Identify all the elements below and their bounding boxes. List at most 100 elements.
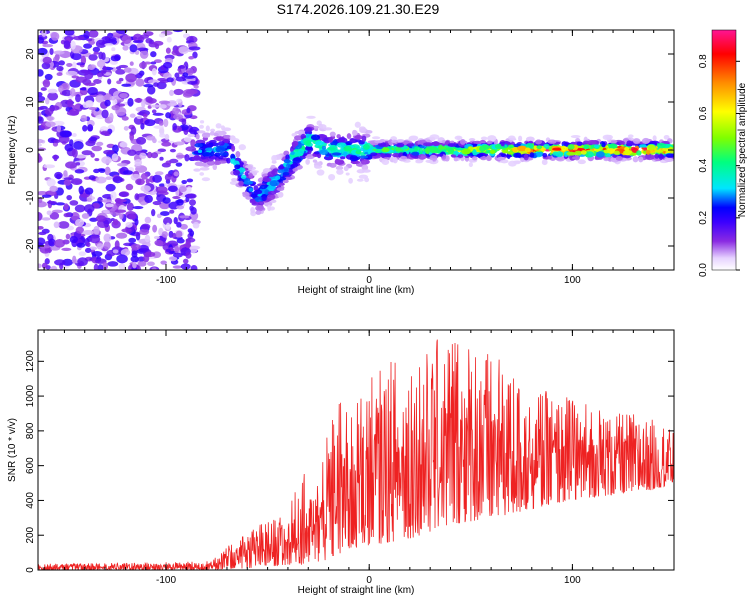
- noise-blob: [53, 139, 61, 144]
- signal-blob: [358, 155, 369, 159]
- noise-blob: [46, 200, 57, 205]
- noise-blob: [72, 35, 85, 41]
- y-tick-label: 1000: [25, 385, 36, 408]
- signal-blob: [267, 204, 272, 212]
- noise-blob: [112, 249, 119, 254]
- noise-blob: [174, 72, 180, 79]
- noise-blob: [119, 92, 128, 99]
- noise-blob: [109, 112, 114, 122]
- noise-blob: [166, 36, 172, 43]
- noise-blob: [114, 198, 122, 204]
- signal-blob: [431, 141, 440, 146]
- noise-blob: [183, 136, 192, 143]
- noise-blob: [56, 65, 64, 72]
- signal-blob: [515, 152, 522, 158]
- signal-blob: [425, 159, 434, 163]
- noise-blob: [41, 262, 48, 269]
- signal-blob: [425, 148, 430, 155]
- noise-blob: [94, 157, 100, 162]
- signal-blob: [316, 169, 325, 176]
- noise-blob: [74, 169, 85, 174]
- signal-blob: [645, 149, 651, 155]
- noise-blob: [73, 140, 84, 150]
- noise-blob: [188, 245, 198, 254]
- noise-blob: [147, 261, 155, 267]
- noise-blob: [96, 141, 104, 147]
- noise-blob: [96, 60, 106, 68]
- noise-blob: [79, 87, 89, 91]
- noise-blob: [81, 150, 93, 156]
- signal-blob: [195, 133, 200, 140]
- noise-blob: [59, 130, 72, 138]
- noise-blob: [156, 81, 167, 90]
- signal-blob: [644, 154, 655, 161]
- signal-blob: [298, 148, 305, 155]
- y-tick-label: 20: [25, 48, 36, 60]
- noise-blob: [67, 98, 74, 108]
- noise-blob: [144, 234, 151, 243]
- signal-blob: [262, 177, 272, 183]
- noise-blob: [65, 161, 77, 169]
- y-tick-label: 10: [25, 96, 36, 108]
- y-tick-label: 0: [25, 147, 36, 153]
- signal-blob: [194, 143, 203, 148]
- noise-blob: [80, 114, 88, 122]
- noise-blob: [136, 136, 147, 145]
- noise-blob: [38, 143, 42, 147]
- noise-blob: [185, 240, 191, 249]
- signal-blob: [632, 156, 639, 163]
- signal-blob: [356, 178, 364, 182]
- noise-blob: [46, 116, 55, 121]
- noise-blob: [108, 37, 117, 42]
- signal-blob: [269, 180, 280, 187]
- noise-blob: [121, 35, 132, 45]
- signal-blob: [638, 156, 644, 163]
- noise-blob: [160, 260, 167, 265]
- signal-blob: [328, 136, 334, 143]
- noise-blob: [123, 125, 129, 131]
- noise-blob: [130, 255, 140, 263]
- noise-blob: [38, 237, 46, 246]
- signal-blob: [541, 159, 548, 166]
- signal-blob: [577, 159, 586, 165]
- noise-blob: [169, 89, 175, 97]
- signal-blob: [334, 158, 340, 165]
- noise-blob: [105, 183, 116, 192]
- signal-blob: [245, 196, 252, 200]
- noise-blob: [172, 30, 184, 33]
- signal-blob: [653, 149, 664, 153]
- noise-blob: [187, 80, 198, 85]
- signal-blob: [463, 148, 471, 155]
- signal-blob: [358, 126, 366, 132]
- signal-blob: [354, 121, 361, 128]
- noise-blob: [54, 171, 63, 179]
- signal-blob: [238, 144, 247, 151]
- noise-blob: [163, 61, 173, 69]
- noise-blob: [71, 178, 83, 185]
- signal-blob: [395, 142, 405, 148]
- signal-blob: [270, 199, 277, 203]
- noise-blob: [175, 162, 183, 167]
- noise-blob: [88, 54, 98, 61]
- signal-blob: [329, 162, 337, 168]
- noise-blob: [54, 259, 66, 266]
- signal-blob: [603, 149, 611, 154]
- noise-blob: [38, 138, 44, 144]
- signal-blob: [657, 154, 665, 159]
- signal-blob: [223, 134, 232, 139]
- noise-blob: [128, 237, 137, 243]
- signal-blob: [343, 145, 352, 152]
- colorbar-tick-label: 0.6: [698, 106, 709, 120]
- signal-blob: [601, 142, 606, 148]
- noise-blob: [175, 154, 188, 159]
- signal-blob: [507, 151, 514, 155]
- signal-blob: [415, 160, 422, 164]
- noise-blob: [176, 198, 184, 206]
- signal-blob: [507, 144, 515, 149]
- noise-blob: [136, 115, 143, 119]
- signal-blob: [336, 169, 344, 175]
- noise-blob: [55, 202, 66, 206]
- signal-blob: [664, 157, 674, 162]
